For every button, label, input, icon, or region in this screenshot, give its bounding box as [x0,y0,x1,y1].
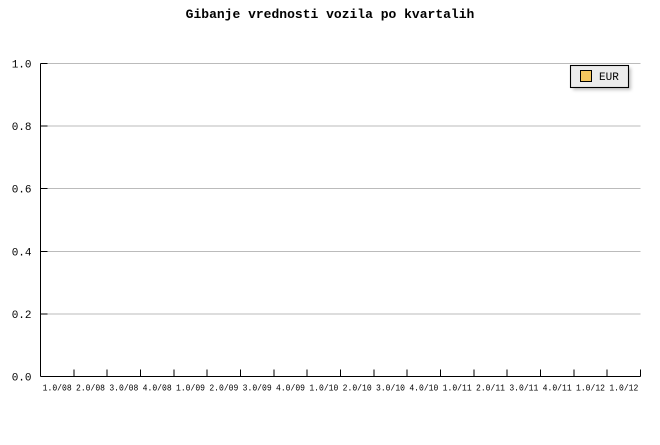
svg-text:4.0/09: 4.0/09 [276,384,305,394]
svg-text:Gibanje vrednosti vozila po kv: Gibanje vrednosti vozila po kvartalih [186,7,475,22]
svg-text:4.0/10: 4.0/10 [409,384,438,394]
svg-text:1.0/09: 1.0/09 [176,384,205,394]
svg-text:2.0/08: 2.0/08 [76,384,105,394]
svg-text:0.0: 0.0 [12,373,32,385]
svg-text:3.0/11: 3.0/11 [509,384,538,394]
svg-text:1.0/08: 1.0/08 [43,384,72,394]
svg-text:4.0/11: 4.0/11 [543,384,572,394]
svg-text:EUR: EUR [599,72,619,84]
svg-text:2.0/09: 2.0/09 [209,384,238,394]
svg-text:3.0/10: 3.0/10 [376,384,405,394]
svg-text:1.0/12: 1.0/12 [576,384,605,394]
svg-text:3.0/08: 3.0/08 [109,384,138,394]
svg-text:2.0/11: 2.0/11 [476,384,505,394]
svg-text:1.0/11: 1.0/11 [443,384,472,394]
svg-text:2.0/10: 2.0/10 [343,384,372,394]
svg-text:1.0/12: 1.0/12 [609,384,638,394]
svg-text:3.0/09: 3.0/09 [243,384,272,394]
svg-text:1.0/10: 1.0/10 [309,384,338,394]
svg-text:0.2: 0.2 [12,310,32,322]
svg-text:0.6: 0.6 [12,185,32,197]
svg-text:4.0/08: 4.0/08 [143,384,172,394]
svg-text:0.4: 0.4 [12,247,32,259]
svg-text:0.8: 0.8 [12,122,32,134]
svg-text:1.0: 1.0 [12,60,32,72]
